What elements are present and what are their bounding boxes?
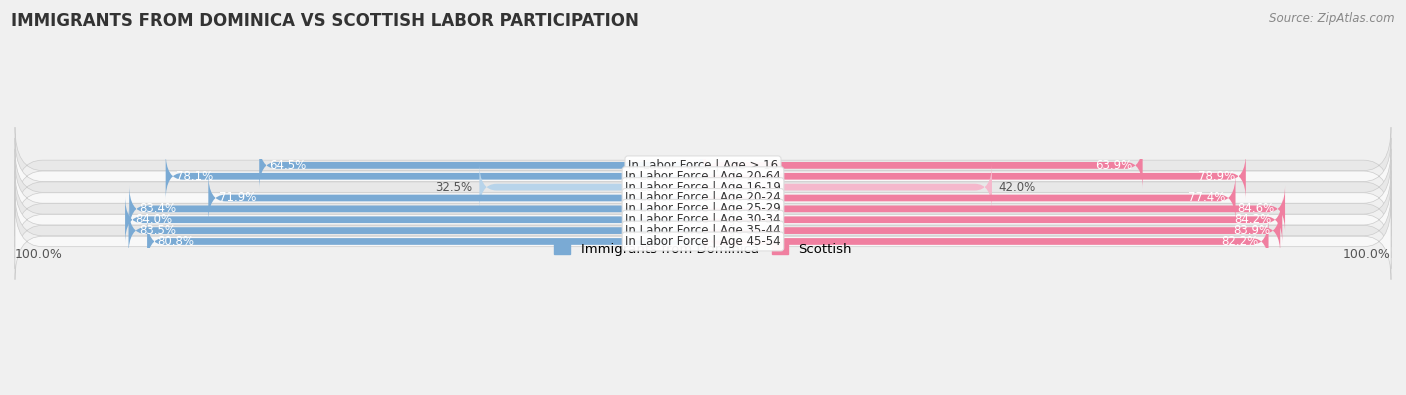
Text: 77.4%: 77.4%: [1188, 192, 1225, 205]
FancyBboxPatch shape: [703, 141, 1143, 189]
Text: 84.0%: 84.0%: [135, 213, 173, 226]
Text: IMMIGRANTS FROM DOMINICA VS SCOTTISH LABOR PARTICIPATION: IMMIGRANTS FROM DOMINICA VS SCOTTISH LAB…: [11, 12, 640, 30]
FancyBboxPatch shape: [703, 163, 993, 211]
Text: 84.2%: 84.2%: [1234, 213, 1272, 226]
Legend: Immigrants from Dominica, Scottish: Immigrants from Dominica, Scottish: [548, 237, 858, 261]
FancyBboxPatch shape: [259, 141, 703, 189]
FancyBboxPatch shape: [479, 163, 703, 211]
FancyBboxPatch shape: [15, 160, 1391, 236]
Text: 84.6%: 84.6%: [1237, 202, 1275, 215]
Text: In Labor Force | Age 30-34: In Labor Force | Age 30-34: [626, 213, 780, 226]
FancyBboxPatch shape: [703, 174, 1236, 222]
FancyBboxPatch shape: [15, 149, 1391, 226]
FancyBboxPatch shape: [128, 207, 703, 254]
Text: 82.2%: 82.2%: [1220, 235, 1258, 248]
Text: 100.0%: 100.0%: [1343, 248, 1391, 261]
Text: 83.5%: 83.5%: [139, 224, 176, 237]
Text: 80.8%: 80.8%: [157, 235, 194, 248]
Text: In Labor Force | Age > 16: In Labor Force | Age > 16: [628, 159, 778, 172]
Text: In Labor Force | Age 20-24: In Labor Force | Age 20-24: [626, 192, 780, 205]
FancyBboxPatch shape: [15, 192, 1391, 269]
Text: 63.9%: 63.9%: [1095, 159, 1132, 172]
FancyBboxPatch shape: [129, 185, 703, 233]
Text: 64.5%: 64.5%: [270, 159, 307, 172]
FancyBboxPatch shape: [208, 174, 703, 222]
FancyBboxPatch shape: [703, 218, 1268, 265]
Text: In Labor Force | Age 25-29: In Labor Force | Age 25-29: [626, 202, 780, 215]
Text: In Labor Force | Age 20-64: In Labor Force | Age 20-64: [626, 170, 780, 183]
FancyBboxPatch shape: [15, 181, 1391, 258]
Text: 83.9%: 83.9%: [1233, 224, 1270, 237]
FancyBboxPatch shape: [703, 152, 1246, 200]
Text: 100.0%: 100.0%: [15, 248, 63, 261]
FancyBboxPatch shape: [15, 171, 1391, 247]
Text: 71.9%: 71.9%: [219, 192, 256, 205]
Text: Source: ZipAtlas.com: Source: ZipAtlas.com: [1270, 12, 1395, 25]
Text: In Labor Force | Age 16-19: In Labor Force | Age 16-19: [626, 181, 780, 194]
Text: 78.9%: 78.9%: [1198, 170, 1236, 183]
FancyBboxPatch shape: [703, 207, 1281, 254]
Text: 42.0%: 42.0%: [998, 181, 1036, 194]
FancyBboxPatch shape: [703, 185, 1285, 233]
Text: 32.5%: 32.5%: [436, 181, 472, 194]
FancyBboxPatch shape: [125, 196, 703, 244]
FancyBboxPatch shape: [148, 218, 703, 265]
FancyBboxPatch shape: [166, 152, 703, 200]
FancyBboxPatch shape: [15, 138, 1391, 214]
FancyBboxPatch shape: [15, 127, 1391, 204]
Text: In Labor Force | Age 45-54: In Labor Force | Age 45-54: [626, 235, 780, 248]
FancyBboxPatch shape: [15, 203, 1391, 280]
Text: In Labor Force | Age 35-44: In Labor Force | Age 35-44: [626, 224, 780, 237]
Text: 78.1%: 78.1%: [176, 170, 214, 183]
Text: 83.4%: 83.4%: [139, 202, 177, 215]
FancyBboxPatch shape: [703, 196, 1282, 244]
